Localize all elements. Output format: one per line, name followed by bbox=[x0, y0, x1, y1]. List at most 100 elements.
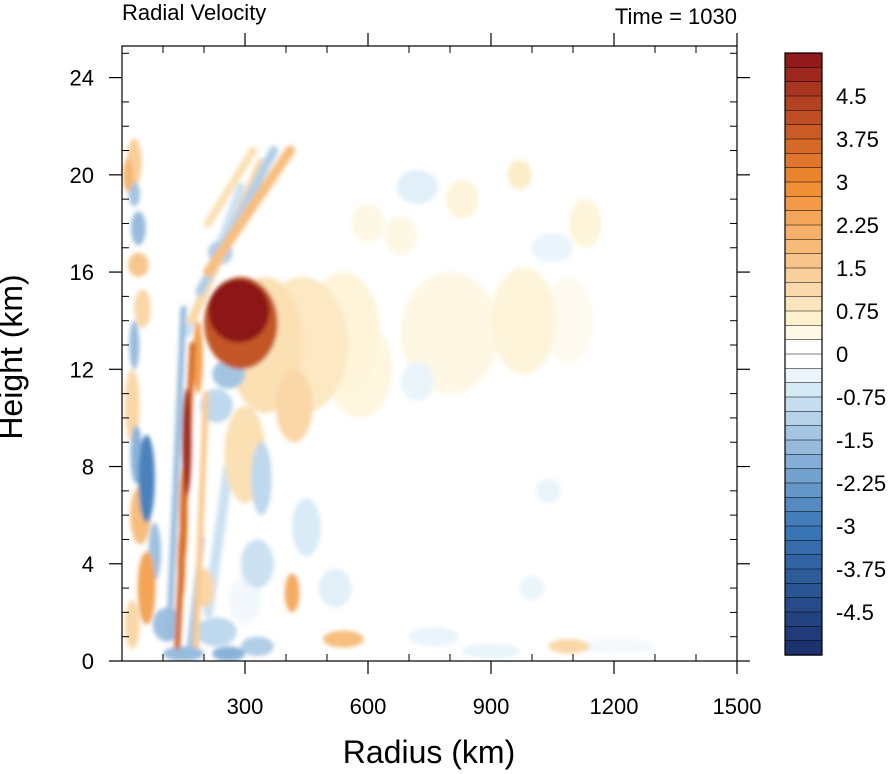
colorbar-segment bbox=[784, 554, 823, 570]
colorbar-label: -3.75 bbox=[836, 557, 886, 582]
velocity-blob bbox=[128, 252, 149, 277]
colorbar-segment bbox=[784, 626, 823, 642]
colorbar-label: 1.5 bbox=[836, 256, 867, 281]
colorbar-segment bbox=[784, 196, 823, 212]
y-tick-label: 12 bbox=[70, 357, 94, 382]
colorbar-segment bbox=[784, 454, 823, 470]
y-tick-label: 20 bbox=[70, 163, 94, 188]
velocity-blob bbox=[208, 279, 270, 343]
velocity-blob bbox=[240, 636, 274, 657]
colorbar-segment bbox=[784, 253, 823, 269]
colorbar-segment bbox=[784, 310, 823, 326]
x-tick-label: 1500 bbox=[713, 694, 762, 719]
velocity-blob bbox=[568, 199, 602, 248]
y-tick-label: 8 bbox=[82, 455, 94, 480]
velocity-band bbox=[203, 145, 296, 278]
colorbar-label: -0.75 bbox=[836, 385, 886, 410]
colorbar-segment bbox=[784, 640, 823, 656]
colorbar-segment bbox=[784, 353, 823, 369]
velocity-blob bbox=[131, 211, 146, 246]
colorbar-segment bbox=[784, 325, 823, 341]
colorbar-segment bbox=[784, 468, 823, 484]
colorbar-segment bbox=[784, 597, 823, 613]
y-tick-label: 4 bbox=[82, 552, 94, 577]
colorbar-segment bbox=[784, 210, 823, 226]
y-tick-label: 0 bbox=[82, 649, 94, 674]
colorbar-segment bbox=[784, 425, 823, 441]
velocity-blob bbox=[284, 573, 300, 613]
plot-frame bbox=[121, 45, 738, 662]
colorbar-segment bbox=[784, 497, 823, 513]
velocity-blob bbox=[212, 646, 246, 661]
y-axis: 0 4 8 12 16 20 24 bbox=[70, 52, 750, 674]
velocity-blob bbox=[544, 276, 594, 365]
velocity-blob bbox=[124, 369, 140, 443]
colorbar-segment bbox=[784, 181, 823, 197]
velocity-blob bbox=[548, 639, 590, 654]
x-tick-label: 600 bbox=[350, 694, 387, 719]
x-axis-label: Radius (km) bbox=[343, 734, 515, 770]
colorbar-segment bbox=[784, 138, 823, 154]
colorbar-label: -4.5 bbox=[836, 600, 874, 625]
colorbar-segment bbox=[784, 525, 823, 541]
colorbar-segment bbox=[784, 267, 823, 283]
colorbar-segment bbox=[784, 67, 823, 83]
velocity-blob bbox=[292, 498, 321, 557]
y-tick-label: 24 bbox=[70, 66, 94, 91]
velocity-band bbox=[204, 146, 258, 228]
colorbar-segment bbox=[784, 568, 823, 584]
velocity-blob bbox=[573, 639, 655, 654]
velocity-blob bbox=[240, 539, 274, 589]
colorbar-label: 3.75 bbox=[836, 127, 879, 152]
colorbar-segment bbox=[784, 368, 823, 384]
chart-subtitle: Time = 1030 bbox=[615, 4, 737, 29]
velocity-blob bbox=[462, 643, 520, 659]
colorbar-segment bbox=[784, 167, 823, 183]
colorbar-segment bbox=[784, 110, 823, 126]
colorbar-label: 0.75 bbox=[836, 299, 879, 324]
velocity-blob bbox=[138, 434, 155, 523]
colorbar-label: 3 bbox=[836, 170, 848, 195]
velocity-blob bbox=[129, 320, 140, 370]
velocity-blob bbox=[519, 575, 545, 601]
colorbar-segment bbox=[784, 52, 823, 68]
velocity-blob bbox=[318, 568, 352, 608]
colorbar-label: -3 bbox=[836, 514, 856, 539]
velocity-blob bbox=[163, 646, 204, 661]
velocity-band bbox=[192, 390, 210, 652]
colorbar-segment bbox=[784, 296, 823, 312]
x-tick-label: 300 bbox=[227, 694, 264, 719]
colorbar-segment bbox=[784, 224, 823, 240]
velocity-band bbox=[174, 341, 196, 650]
x-tick-label: 1200 bbox=[590, 694, 639, 719]
velocity-blob bbox=[491, 267, 557, 375]
y-tick-label: 16 bbox=[70, 260, 94, 285]
velocity-blob bbox=[384, 216, 418, 256]
colorbar-frame bbox=[784, 52, 823, 656]
velocity-blob bbox=[507, 160, 532, 190]
colorbar-segment bbox=[784, 540, 823, 556]
velocity-blob bbox=[192, 320, 203, 394]
colorbar-segment bbox=[784, 482, 823, 498]
chart-title: Radial Velocity bbox=[122, 0, 266, 25]
colorbar-segment bbox=[784, 511, 823, 527]
x-axis: 300 600 900 1200 1500 bbox=[162, 33, 762, 719]
velocity-blob bbox=[228, 575, 262, 625]
colorbar-segment bbox=[784, 239, 823, 255]
colorbar-segment bbox=[784, 95, 823, 111]
velocity-blob bbox=[351, 204, 385, 243]
colorbar-segment bbox=[784, 81, 823, 97]
velocity-blob bbox=[409, 626, 459, 647]
velocity-band bbox=[166, 305, 187, 640]
velocity-blob bbox=[275, 369, 313, 443]
colorbar-segment bbox=[784, 282, 823, 298]
colorbar-segment bbox=[784, 583, 823, 599]
colorbar-segment bbox=[784, 396, 823, 412]
velocity-blob bbox=[124, 600, 140, 649]
colorbar-label: -2.25 bbox=[836, 471, 886, 496]
velocity-blob bbox=[251, 442, 272, 516]
colorbar-label: 0 bbox=[836, 342, 848, 367]
colorbar-label: 2.25 bbox=[836, 213, 879, 238]
velocity-blob bbox=[445, 179, 479, 219]
